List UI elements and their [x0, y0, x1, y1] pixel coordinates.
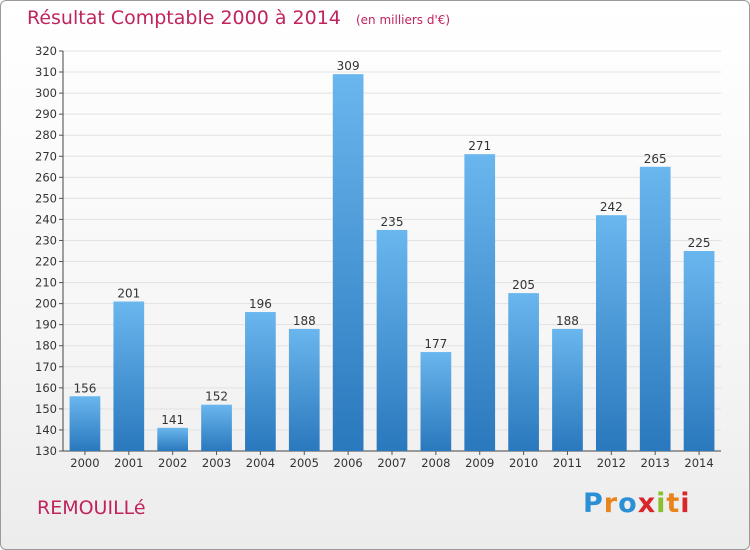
x-tick-label: 2007 — [377, 456, 406, 470]
bar-value-label: 235 — [381, 215, 404, 229]
y-tick-label: 190 — [35, 318, 57, 332]
logo-letter: r — [603, 488, 619, 519]
y-tick-label: 300 — [35, 86, 57, 100]
y-tick-label: 150 — [35, 402, 57, 416]
bar-value-label: 196 — [249, 297, 272, 311]
logo-letter: x — [637, 488, 657, 519]
y-tick-label: 140 — [35, 423, 57, 437]
y-tick-label: 230 — [35, 233, 57, 247]
bar — [288, 328, 320, 451]
x-tick-label: 2012 — [597, 456, 626, 470]
bar-value-label: 152 — [205, 390, 228, 404]
chart-title: Résultat Comptable 2000 à 2014 (en milli… — [27, 7, 450, 29]
bar — [332, 74, 364, 451]
bar-value-label: 141 — [161, 413, 184, 427]
bar — [69, 396, 101, 451]
y-tick-label: 170 — [35, 360, 57, 374]
bar-value-label: 188 — [556, 314, 579, 328]
bar — [639, 166, 671, 451]
logo-letter: t — [666, 488, 681, 519]
bar-value-label: 309 — [337, 59, 360, 73]
bar — [508, 293, 539, 451]
x-tick-label: 2000 — [70, 456, 99, 470]
y-tick-label: 290 — [35, 107, 57, 121]
bar — [464, 154, 496, 451]
y-tick-label: 180 — [35, 339, 57, 353]
title-unit: (en milliers d'€) — [355, 13, 451, 27]
title-text: Résultat Comptable 2000 à 2014 — [27, 7, 341, 29]
y-tick-label: 280 — [35, 128, 57, 142]
logo-letter: o — [618, 488, 638, 519]
logo-letter: P — [583, 488, 604, 519]
x-tick-label: 2002 — [158, 456, 187, 470]
bar-value-label: 265 — [644, 152, 667, 166]
y-tick-label: 130 — [35, 444, 57, 458]
proxiti-logo: Proxiti — [583, 488, 691, 519]
x-tick-label: 2004 — [246, 456, 275, 470]
x-tick-label: 2010 — [509, 456, 538, 470]
x-tick-label: 2014 — [684, 456, 713, 470]
x-tick-label: 2003 — [202, 456, 231, 470]
x-tick-label: 2005 — [290, 456, 319, 470]
bar — [157, 427, 189, 451]
y-tick-label: 260 — [35, 170, 57, 184]
logo-letter: i — [656, 488, 667, 519]
bar-value-label: 271 — [468, 139, 491, 153]
bar-value-label: 188 — [293, 314, 316, 328]
x-tick-label: 2006 — [333, 456, 362, 470]
bar — [595, 215, 627, 451]
y-tick-label: 210 — [35, 276, 57, 290]
bar — [683, 251, 715, 451]
x-tick-label: 2001 — [114, 456, 143, 470]
y-tick-label: 310 — [35, 65, 57, 79]
bar-value-label: 242 — [600, 200, 623, 214]
x-tick-label: 2008 — [421, 456, 450, 470]
x-tick-label: 2011 — [553, 456, 582, 470]
bar-value-label: 205 — [512, 278, 535, 292]
y-tick-label: 220 — [35, 255, 57, 269]
bar — [113, 301, 145, 451]
bar-value-label: 177 — [424, 337, 447, 351]
y-tick-label: 240 — [35, 212, 57, 226]
bar — [552, 328, 583, 451]
commune-name: REMOUILLé — [37, 497, 146, 519]
y-tick-label: 270 — [35, 149, 57, 163]
bar — [245, 312, 276, 451]
bar — [420, 352, 452, 451]
x-tick-label: 2013 — [641, 456, 670, 470]
bar — [201, 404, 232, 451]
y-tick-label: 320 — [35, 44, 57, 58]
bar — [376, 229, 408, 451]
logo-letter: i — [680, 488, 691, 519]
y-tick-label: 200 — [35, 297, 57, 311]
bar-value-label: 201 — [117, 287, 140, 301]
y-tick-label: 160 — [35, 381, 57, 395]
bar-value-label: 225 — [688, 236, 711, 250]
y-tick-label: 250 — [35, 191, 57, 205]
bar-value-label: 156 — [73, 381, 96, 395]
x-tick-label: 2009 — [465, 456, 494, 470]
